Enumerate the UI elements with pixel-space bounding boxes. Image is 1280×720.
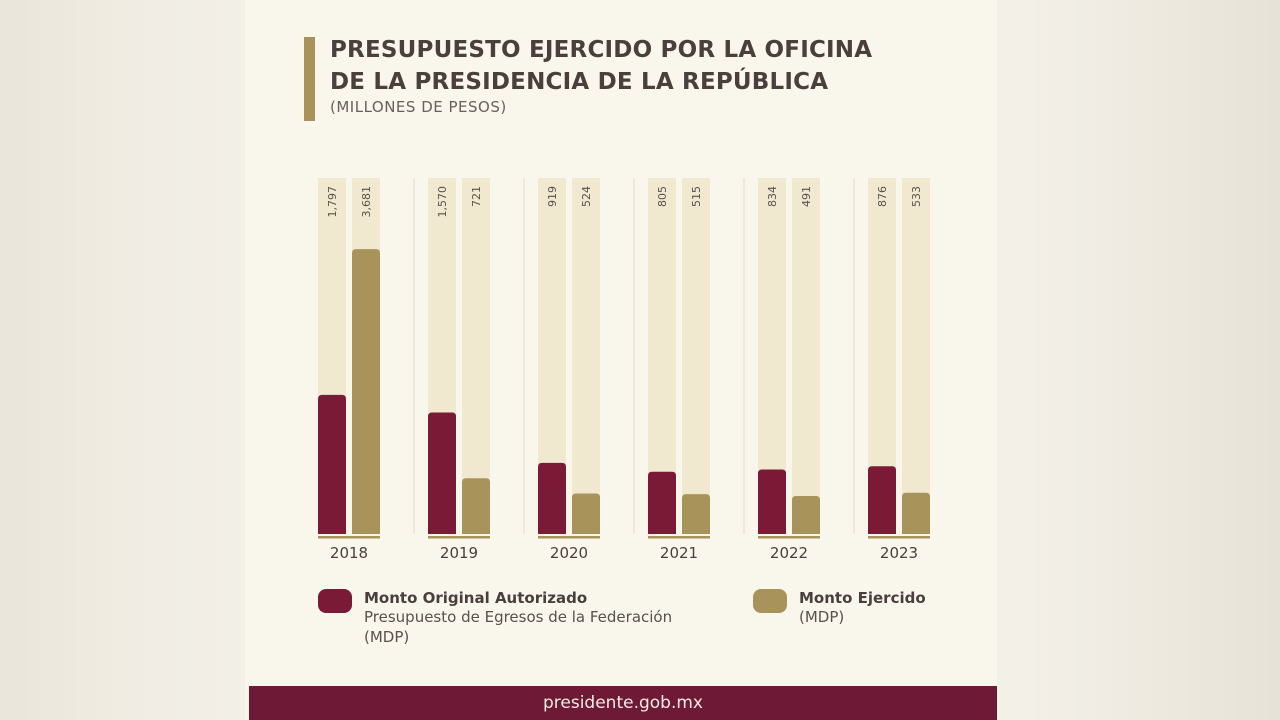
x-tick-label: 2020 xyxy=(550,544,588,562)
bar-ejercido xyxy=(902,492,930,534)
bar-ejercido xyxy=(792,496,820,534)
bar-ejercido xyxy=(352,249,380,534)
chart-subtitle: (MILLONES DE PESOS) xyxy=(330,98,507,116)
bar-original xyxy=(538,462,566,534)
bar-track xyxy=(462,178,490,534)
legend-unit-original: (MDP) xyxy=(364,628,410,646)
data-label: 533 xyxy=(910,186,923,207)
data-label: 721 xyxy=(470,186,483,207)
x-tick-label: 2021 xyxy=(660,544,698,562)
bar-track xyxy=(682,178,710,534)
year-underline xyxy=(428,536,490,539)
data-label: 491 xyxy=(800,186,813,207)
footer-url[interactable]: presidente.gob.mx xyxy=(542,693,703,713)
footer-bar: presidente.gob.mx xyxy=(249,686,997,720)
data-label: 515 xyxy=(690,186,703,207)
bar-original xyxy=(648,471,676,534)
bar-track xyxy=(902,178,930,534)
bar-track xyxy=(792,178,820,534)
x-tick-label: 2023 xyxy=(880,544,918,562)
bar-original xyxy=(428,412,456,534)
infographic-card: PRESUPUESTO EJERCIDO POR LA OFICINA DE L… xyxy=(245,0,997,720)
bar-original xyxy=(868,466,896,534)
bar-ejercido xyxy=(572,493,600,534)
year-underline xyxy=(758,536,820,539)
legend-unit-ejercido: (MDP) xyxy=(799,608,845,626)
data-label: 805 xyxy=(656,186,669,207)
chart-title-line2: DE LA PRESIDENCIA DE LA REPÚBLICA xyxy=(330,69,829,95)
data-label: 919 xyxy=(546,186,559,207)
data-label: 834 xyxy=(766,186,779,207)
bar-original xyxy=(318,394,346,534)
year-underline xyxy=(538,536,600,539)
chart-title: PRESUPUESTO EJERCIDO POR LA OFICINA DE L… xyxy=(330,34,872,98)
x-tick-label: 2018 xyxy=(330,544,368,562)
data-label: 3,681 xyxy=(360,186,373,218)
legend-desc-original: Presupuesto de Egresos de la Federación xyxy=(364,608,673,626)
legend-swatch-ejercido xyxy=(753,589,787,613)
bar-chart: 1,797 3,681 2018 1,570 721 2019 919 524 2020 805 5… xyxy=(318,178,930,562)
data-label: 876 xyxy=(876,186,889,207)
chart-title-line1: PRESUPUESTO EJERCIDO POR LA OFICINA xyxy=(330,37,873,63)
legend-swatch-original xyxy=(318,589,352,613)
title-accent-bar xyxy=(304,37,315,121)
bar-original xyxy=(758,469,786,534)
legend-title-original: Monto Original Autorizado xyxy=(364,589,588,607)
year-underline xyxy=(318,536,380,539)
year-underline xyxy=(868,536,930,539)
year-underline xyxy=(648,536,710,539)
bar-track xyxy=(572,178,600,534)
data-label: 1,570 xyxy=(436,186,449,218)
data-label: 524 xyxy=(580,186,593,207)
x-tick-label: 2019 xyxy=(440,544,478,562)
x-tick-label: 2022 xyxy=(770,544,808,562)
legend-title-ejercido: Monto Ejercido xyxy=(799,589,926,607)
bar-ejercido xyxy=(682,494,710,534)
bar-ejercido xyxy=(462,478,490,534)
data-label: 1,797 xyxy=(326,186,339,218)
